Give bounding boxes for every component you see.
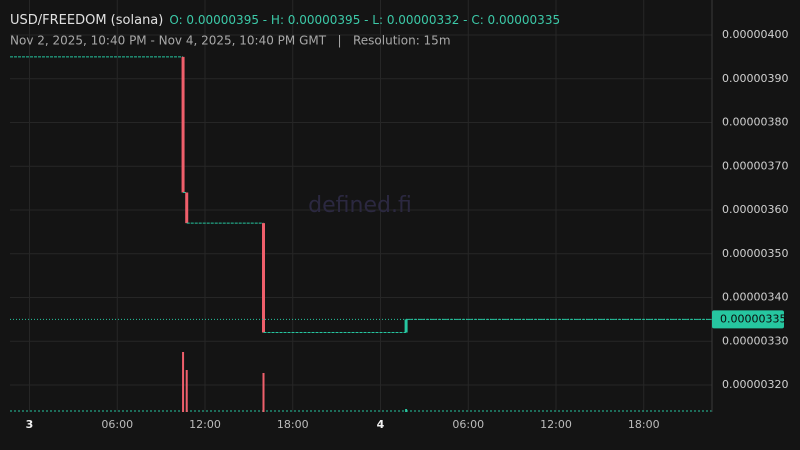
y-tick-label: 0.00000400	[722, 28, 788, 41]
header: USD/FREEDOM (solana) O: 0.00000395 - H: 0…	[10, 13, 560, 28]
candle-body	[404, 319, 408, 333]
last-price-tag	[712, 310, 784, 329]
y-tick-label: 0.00000330	[722, 334, 788, 347]
x-tick-label: 06:00	[452, 418, 484, 431]
y-tick-label: 0.00000390	[722, 72, 788, 85]
y-tick-label: 0.00000370	[722, 159, 788, 172]
volume-bar	[185, 370, 188, 412]
grid	[10, 0, 712, 412]
x-tick-label: 4	[377, 418, 385, 431]
x-tick-label: 12:00	[189, 418, 221, 431]
candle-body	[262, 223, 265, 333]
ohlc-summary: O: 0.00000395 - H: 0.00000395 - L: 0.000…	[169, 13, 560, 27]
y-tick-label: 0.00000320	[722, 378, 788, 391]
x-tick-label: 18:00	[277, 418, 309, 431]
volume-bar	[182, 352, 185, 412]
y-tick-label: 0.00000350	[722, 247, 788, 260]
last-price-label: 0.00000335	[720, 312, 786, 325]
subtitle: Nov 2, 2025, 10:40 PM - Nov 4, 2025, 10:…	[10, 34, 451, 48]
x-tick-label: 3	[26, 418, 34, 431]
volume-bar	[262, 373, 265, 412]
watermark: defined.fi	[308, 193, 412, 218]
marks	[10, 56, 712, 412]
x-tick-label: 06:00	[101, 418, 133, 431]
x-tick-label: 18:00	[628, 418, 660, 431]
y-tick-label: 0.00000360	[722, 203, 788, 216]
candle-body	[185, 192, 189, 224]
x-tick-label: 12:00	[540, 418, 572, 431]
volume-bar	[405, 409, 408, 412]
y-tick-label: 0.00000380	[722, 116, 788, 129]
candle-body	[181, 56, 185, 193]
y-tick-label: 0.00000340	[722, 291, 788, 304]
chart-title: USD/FREEDOM (solana)	[10, 13, 163, 28]
